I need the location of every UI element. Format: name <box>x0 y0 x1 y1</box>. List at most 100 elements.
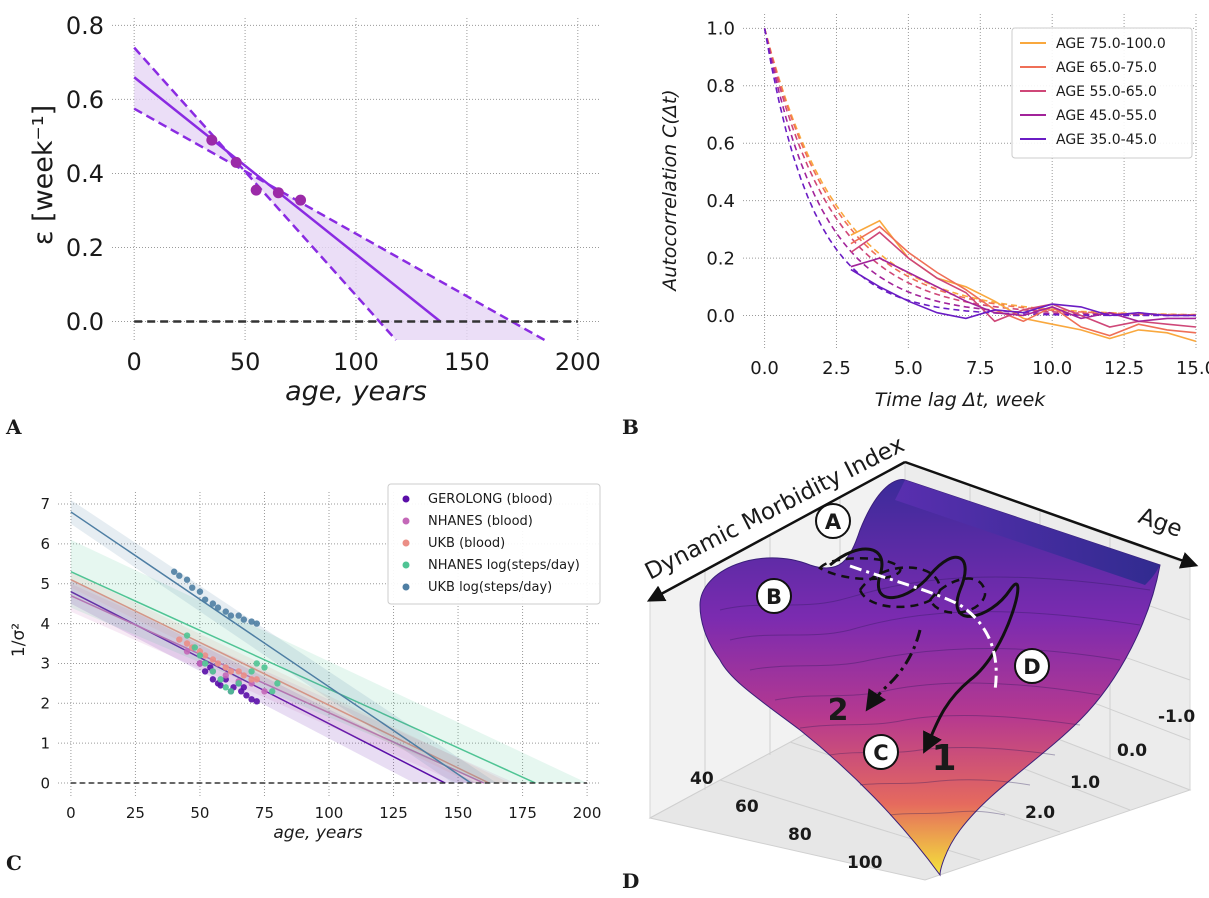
panel-c-ylabel: 1/σ² <box>9 623 29 657</box>
data-point <box>235 612 242 619</box>
age-axis-title: Age <box>1135 503 1186 543</box>
index-tick-1: 1.0 <box>1070 773 1100 793</box>
y-tick-label: 4 <box>40 615 50 633</box>
data-point <box>183 648 191 655</box>
x-tick-label: 100 <box>333 348 379 376</box>
data-point <box>183 640 191 647</box>
data-point <box>261 688 268 695</box>
data-point <box>248 696 255 703</box>
data-point <box>214 660 222 667</box>
x-tick-label: 200 <box>573 804 602 822</box>
data-point <box>209 668 217 675</box>
legend-label: UKB log(steps/day) <box>428 580 552 595</box>
data-point <box>222 672 229 679</box>
fit-line <box>70 594 485 784</box>
data-point <box>222 608 229 615</box>
fit-line <box>70 571 536 784</box>
data-point <box>253 698 260 705</box>
band-lower-line <box>133 46 397 341</box>
confidence-band <box>134 47 545 341</box>
x-tick-label: 0 <box>127 348 142 376</box>
age-tick-80: 80 <box>788 825 812 845</box>
confidence-band <box>70 579 477 784</box>
legend-label: NHANES (blood) <box>428 514 533 529</box>
y-tick-label: 0.0 <box>66 308 104 336</box>
data-point <box>209 656 217 663</box>
data-point <box>196 652 204 659</box>
data-point <box>250 184 262 196</box>
data-point <box>269 688 276 695</box>
x-tick-label: 2.5 <box>822 358 851 379</box>
data-point <box>227 668 235 675</box>
panel-a-xlabel: age, years <box>285 376 427 407</box>
data-point <box>201 668 209 675</box>
y-tick-label: 0.6 <box>706 134 735 155</box>
legend-swatch <box>402 517 410 525</box>
band-upper-line <box>133 107 546 342</box>
marker-d: D <box>1014 648 1050 684</box>
legend-label: NHANES log(steps/day) <box>428 558 580 573</box>
dashed-orbit-3 <box>928 577 987 614</box>
x-tick-label: 0 <box>66 804 76 822</box>
marker-c: C <box>863 734 899 770</box>
y-tick-label: 0.4 <box>706 191 735 212</box>
legend-swatch <box>402 539 410 547</box>
white-dashdot-path <box>849 564 998 691</box>
panel-a-chart: 0 50 100 150 200 0.0 0.2 0.4 0.6 0.8 <box>66 12 601 376</box>
series-fit-line <box>763 28 1196 316</box>
data-point <box>295 194 307 206</box>
data-point <box>170 568 178 575</box>
x-tick-label: 0.0 <box>750 358 779 379</box>
panel-label-a: A <box>5 415 22 439</box>
age-tick-40: 40 <box>690 769 714 789</box>
data-point <box>209 600 217 607</box>
panel-b-xlabel: Time lag Δt, week <box>875 389 1047 411</box>
trajectory-label-1: 1 <box>931 738 956 779</box>
data-point <box>217 676 224 683</box>
x-tick-label: 175 <box>508 804 537 822</box>
legend-box <box>1011 27 1193 159</box>
data-point <box>248 668 255 675</box>
data-point <box>248 676 255 683</box>
trajectory-2 <box>865 629 922 712</box>
x-tick-label: 10.0 <box>1032 358 1072 379</box>
legend-label: AGE 45.0-55.0 <box>1056 108 1157 124</box>
svg-text:B: B <box>766 585 782 609</box>
data-point <box>222 684 229 691</box>
panel-label-d: D <box>622 869 639 893</box>
legend-label: UKB (blood) <box>428 536 505 551</box>
marker-a: A <box>815 503 851 539</box>
data-point <box>191 644 198 651</box>
confidence-band <box>70 499 497 784</box>
y-tick-label: 5 <box>40 575 50 593</box>
data-point <box>176 572 183 579</box>
data-point <box>196 588 204 595</box>
data-point <box>227 688 235 695</box>
data-point <box>243 692 250 699</box>
legend-label: AGE 35.0-45.0 <box>1056 132 1157 148</box>
legend-label: GEROLONG (blood) <box>428 492 553 507</box>
panel-b-chart: 0.0 2.5 5.0 7.5 10.0 12.5 15.0 0.0 0.2 0.4 0.6 0.8 1… <box>706 14 1209 379</box>
legend-swatch <box>402 561 410 569</box>
trajectory-label-2: 2 <box>828 693 849 728</box>
data-point <box>201 652 209 659</box>
series-line <box>850 225 1197 337</box>
panel-c-xlabel: age, years <box>273 823 362 843</box>
data-point <box>235 668 242 675</box>
data-point <box>201 596 209 603</box>
y-tick-label: 0.8 <box>66 12 104 40</box>
age-axis-arrow <box>904 460 1199 569</box>
series-line <box>850 257 1196 323</box>
data-point <box>272 187 284 199</box>
series-line <box>850 268 1196 320</box>
fit-line <box>133 76 442 323</box>
data-point <box>240 616 248 623</box>
legend-swatch <box>402 583 410 591</box>
series-fit-line <box>763 28 1196 316</box>
data-point <box>235 680 242 687</box>
data-point <box>253 620 260 627</box>
svg-text:C: C <box>873 741 888 765</box>
x-tick-label: 15.0 <box>1176 358 1209 379</box>
